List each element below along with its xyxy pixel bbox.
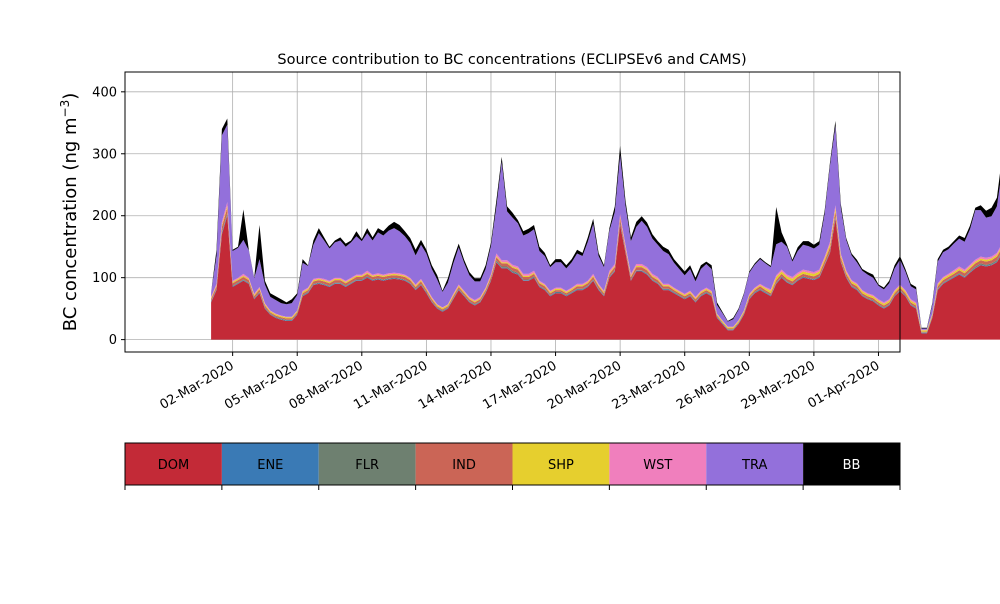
legend-label-wst: WST xyxy=(643,458,672,473)
y-axis-label: BC concentration (ng m−3) xyxy=(58,93,81,332)
legend-swatch-ind xyxy=(415,443,513,485)
area-series-dom xyxy=(211,215,1000,340)
legend-label-bb: BB xyxy=(843,458,861,473)
legend-swatch-flr xyxy=(318,443,416,485)
y-axis-label-close: ) xyxy=(60,93,81,100)
x-tick-label: 29-Mar-2020 xyxy=(739,358,818,412)
y-tick-label: 0 xyxy=(109,333,117,348)
x-tick-label: 01-Apr-2020 xyxy=(805,358,882,411)
y-axis-label-sup: −3 xyxy=(58,100,72,118)
area-series-ind xyxy=(211,207,1000,333)
y-tick-label: 300 xyxy=(92,147,117,162)
legend-swatch-dom xyxy=(125,443,222,485)
legend-label-dom: DOM xyxy=(158,458,189,473)
y-tick-label: 100 xyxy=(92,271,117,286)
chart-title: Source contribution to BC concentrations… xyxy=(277,52,746,68)
area-series-tra xyxy=(211,124,1000,330)
legend-label-flr: FLR xyxy=(355,458,379,473)
y-tick-label: 400 xyxy=(92,85,117,100)
legend-swatch-ene xyxy=(221,443,319,485)
legend-swatch-tra xyxy=(706,443,804,485)
legend-label-shp: SHP xyxy=(548,458,574,473)
stacked-areas xyxy=(211,118,1000,340)
legend-label-ene: ENE xyxy=(257,458,283,473)
legend-swatch-shp xyxy=(512,443,610,485)
legend: DOM ENE FLR IND SHP WST TRA BB xyxy=(124,442,901,490)
y-tick-label: 200 xyxy=(92,209,117,224)
plot-frame xyxy=(124,71,901,353)
legend-label-ind: IND xyxy=(452,458,476,473)
legend-swatch-bb xyxy=(803,443,900,485)
legend-swatch-wst xyxy=(609,443,707,485)
y-axis-label-main: BC concentration (ng m xyxy=(60,117,81,331)
legend-label-tra: TRA xyxy=(741,458,767,473)
